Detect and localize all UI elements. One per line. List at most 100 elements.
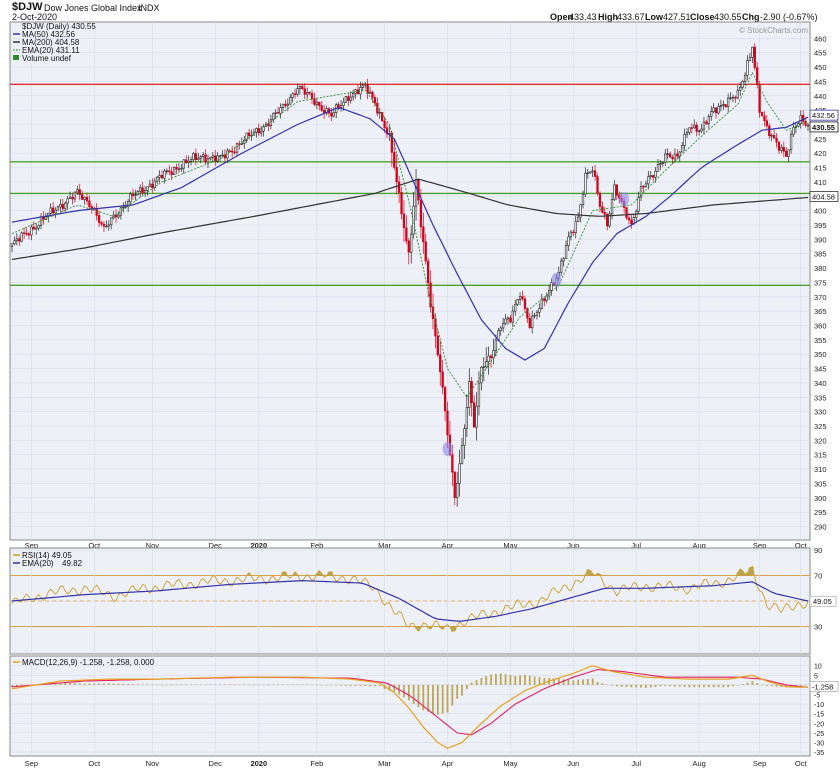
candle-body [15,238,18,242]
candle-body [514,303,517,312]
bottom-x-tick-label: Sep [753,759,766,768]
price-x-tick-label: Sep [25,541,38,550]
macd-panel-bg [9,655,811,757]
candle-body [59,203,62,208]
macd-histogram-bar [528,675,531,685]
price-y-tick-label: 295 [814,508,827,517]
candle-body [477,382,481,407]
candle-body [468,381,471,408]
candle-body [267,123,270,126]
candle-body [100,222,103,225]
macd-histogram-bar [156,684,159,686]
candle-body [66,198,69,204]
candle-body [378,112,381,114]
macd-histogram-bar [383,684,386,690]
macd-histogram-bar [127,683,130,685]
macd-histogram-bar [141,684,144,685]
price-x-tick-label: Jun [567,541,579,550]
macd-histogram-bar [494,673,497,685]
price-y-tick-label: 460 [814,34,827,43]
macd-histogram-bar [480,677,483,685]
macd-histogram-bar [775,684,778,687]
candle-body [298,86,302,89]
macd-panel: -35-30-25-20-15-10-50510 MACD(12,26,9) -… [9,655,839,757]
candle-body [593,170,597,177]
legend-price: $DJW (Daily) 430.55 [22,22,96,31]
candle-body [129,193,132,202]
candle-body [521,296,524,300]
macd-histogram-bar [388,684,391,691]
candle-body [88,200,91,208]
candle-body [308,92,311,94]
macd-histogram-bar [693,684,696,688]
macd-histogram-bar [470,682,473,685]
macd-histogram-bar [136,684,139,685]
macd-histogram-bar [456,684,459,699]
candle-body [465,407,469,429]
macd-histogram-bar [727,684,730,688]
candle-body [489,355,493,359]
candle-body [572,231,575,234]
candle-body [342,101,345,106]
candle-body [351,93,355,98]
candle-body [429,282,432,308]
candle-body [185,159,188,164]
macd-histogram [11,673,807,715]
macd-histogram-bar [717,684,720,688]
candle-body [255,128,258,133]
open-value: 433.43 [569,12,597,22]
macd-histogram-bar [407,684,410,701]
bottom-x-tick-label: Oct [795,759,808,768]
candle-body [511,310,514,323]
candle-body [610,199,614,215]
macd-y-tick-label: -10 [814,702,824,709]
candle-body [714,107,718,114]
macd-histogram-bar [69,683,71,685]
candle-body [789,134,793,151]
candle-body [475,405,478,428]
candle-body [707,116,710,125]
macd-histogram-bar [78,683,81,685]
price-y-tick-label: 365 [814,307,827,316]
candle-body [581,193,585,206]
macd-histogram-bar [374,684,376,687]
candle-body [13,240,16,245]
candle-body [97,215,101,223]
macd-histogram-bar [369,684,371,687]
candle-body [293,93,297,95]
candle-body [22,232,26,234]
price-y-tick-label: 410 [814,178,827,187]
macd-histogram-bar [446,684,449,713]
candle-body [608,213,611,227]
macd-histogram-bar [83,683,86,685]
candle-body [204,154,207,163]
candle-body [688,127,691,133]
candle-body [25,233,28,235]
candle-body [175,166,178,170]
candle-body [543,298,546,301]
bottom-x-tick-label: Dec [209,759,223,768]
price-y-tick-label: 450 [814,63,827,72]
candle-body [499,327,502,332]
candle-body [151,183,154,188]
candle-body [719,105,723,108]
candle-body [61,203,64,209]
candle-body [76,189,79,193]
rsi-line [11,565,809,632]
candle-body [584,172,587,195]
candle-body [221,154,224,156]
candle-body [446,410,449,436]
bottom-x-tick-label: Jul [631,759,641,768]
candle-body [722,104,725,106]
candle-body [700,128,703,132]
candle-body [712,107,715,112]
macd-histogram-bar [253,684,255,686]
price-y-tick-label: 360 [814,322,827,331]
macd-histogram-bar [267,684,270,686]
macd-y-tick-label: -30 [814,740,824,747]
price-y-tick-label: 370 [814,293,827,302]
price-x-tick-label: Aug [692,541,705,550]
candle-body [320,105,323,111]
macd-histogram-bar [257,684,260,686]
price-y-tick-label: 440 [814,92,827,101]
